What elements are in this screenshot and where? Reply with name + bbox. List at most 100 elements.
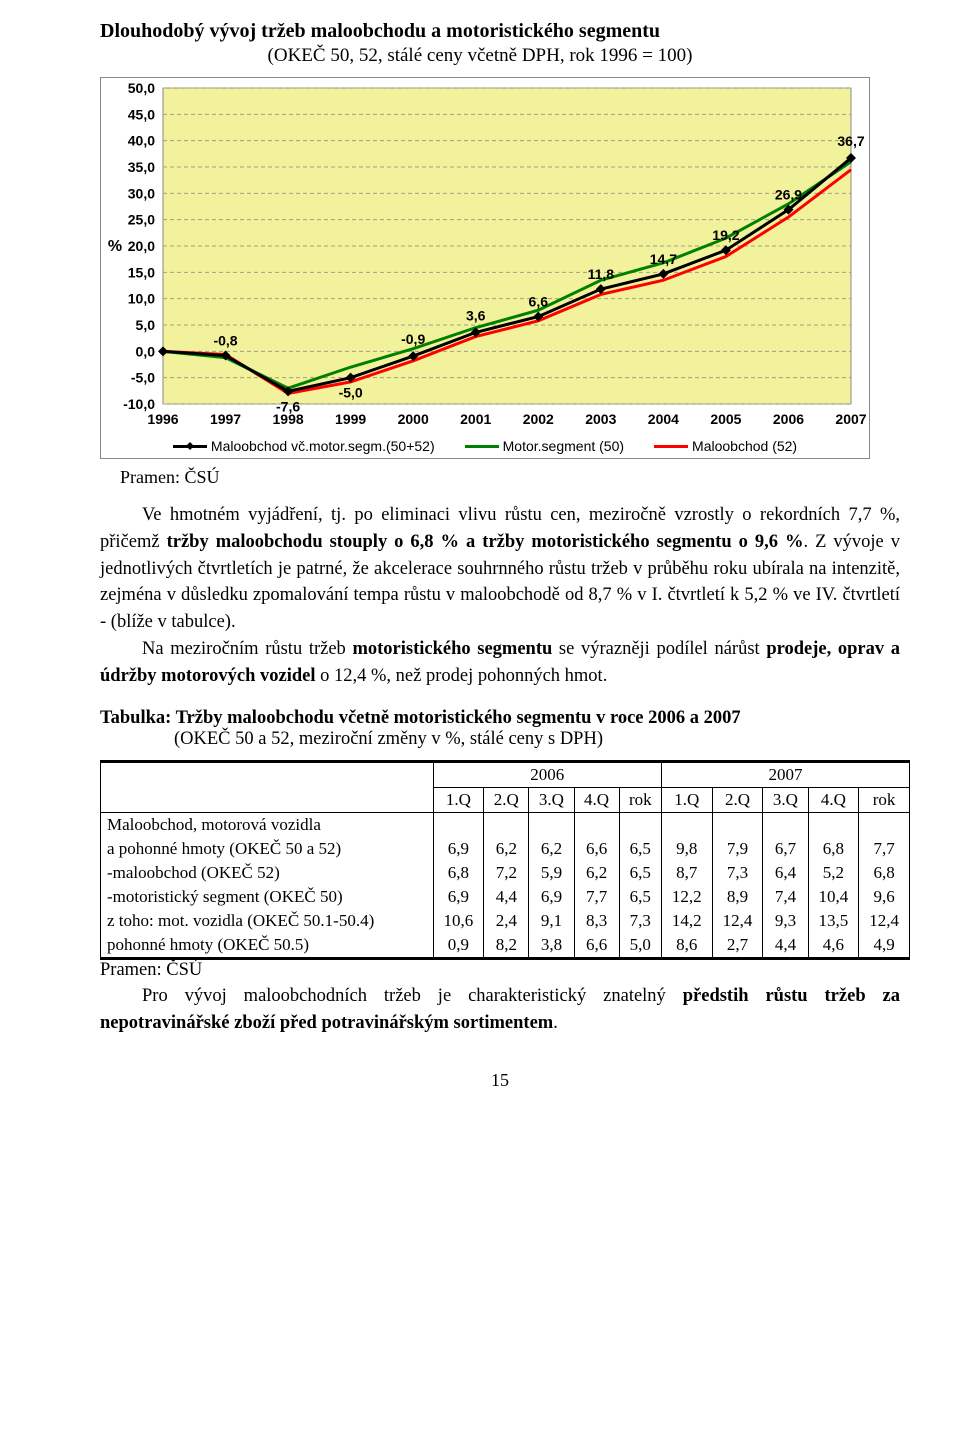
table-cell: 6,2 [574,861,619,885]
svg-text:30,0: 30,0 [128,185,155,201]
table-cell: 5,9 [529,861,574,885]
svg-text:0,0: 0,0 [136,343,156,359]
table-row-label: Maloobchod, motorová vozidla [101,812,434,837]
svg-text:2004: 2004 [648,411,679,427]
table-cell: 2,4 [484,909,529,933]
svg-text:45,0: 45,0 [128,106,155,122]
table-row-label: -motoristický segment (OKEČ 50) [101,885,434,909]
table-cell: 6,4 [763,861,808,885]
table-source: Pramen: ČSÚ [100,960,900,981]
legend-label: Maloobchod vč.motor.segm.(50+52) [211,438,435,454]
table-cell: 4,6 [808,933,859,959]
chart-title: Dlouhodobý vývoj tržeb maloobchodu a mot… [100,20,900,43]
table-cell: 10,6 [433,909,484,933]
svg-text:1997: 1997 [210,411,241,427]
table-cell: 7,2 [484,861,529,885]
table-column-header: 2.Q [712,787,763,812]
table-cell: 6,9 [529,885,574,909]
table-cell: 5,0 [619,933,661,959]
svg-text:35,0: 35,0 [128,159,155,175]
table-cell: 8,7 [661,861,712,885]
table-cell: 6,2 [484,837,529,861]
svg-text:2006: 2006 [773,411,804,427]
table-column-header: 3.Q [529,787,574,812]
table-column-header: 1.Q [433,787,484,812]
svg-text:20,0: 20,0 [128,238,155,254]
table-cell: 2,7 [712,933,763,959]
chart-legend: Maloobchod vč.motor.segm.(50+52) Motor.s… [101,438,869,454]
table-cell: 8,6 [661,933,712,959]
body-paragraph-2: Na meziročním růstu tržeb motoristického… [100,636,900,690]
svg-text:25,0: 25,0 [128,212,155,228]
table-cell: 9,6 [859,885,910,909]
svg-text:11,8: 11,8 [588,266,615,282]
table-row-label: a pohonné hmoty (OKEČ 50 a 52) [101,837,434,861]
table-column-header: 4.Q [808,787,859,812]
table-cell: 6,5 [619,861,661,885]
table-year-header: 2006 [433,761,661,787]
table-cell: 6,8 [433,861,484,885]
table-cell: 9,1 [529,909,574,933]
legend-item: Maloobchod (52) [654,438,797,454]
table-cell: 12,2 [661,885,712,909]
svg-text:-5,0: -5,0 [131,370,155,386]
svg-text:2002: 2002 [523,411,554,427]
body-paragraph-1: Ve hmotném vyjádření, tj. po eliminaci v… [100,502,900,636]
svg-text:3,6: 3,6 [466,307,486,323]
table-cell: 8,2 [484,933,529,959]
svg-text:6,6: 6,6 [529,294,549,310]
svg-text:14,7: 14,7 [650,251,677,267]
table-cell: 8,9 [712,885,763,909]
svg-text:2007: 2007 [835,411,866,427]
table-cell: 4,9 [859,933,910,959]
svg-text:1996: 1996 [147,411,178,427]
table-cell: 4,4 [484,885,529,909]
table-cell: 0,9 [433,933,484,959]
table-cell: 3,8 [529,933,574,959]
table-cell: 6,2 [529,837,574,861]
line-chart: 50,045,040,035,030,025,020,015,010,05,00… [100,77,870,459]
table-cell: 5,2 [808,861,859,885]
table-cell: 8,3 [574,909,619,933]
svg-text:-0,9: -0,9 [401,331,425,347]
table-cell: 6,8 [859,861,910,885]
svg-text:5,0: 5,0 [136,317,156,333]
svg-text:-0,8: -0,8 [213,333,237,349]
legend-item: Maloobchod vč.motor.segm.(50+52) [173,438,435,454]
chart-source: Pramen: ČSÚ [120,467,900,488]
svg-text:40,0: 40,0 [128,133,155,149]
table-column-header: 1.Q [661,787,712,812]
svg-text:%: % [108,238,122,255]
table-row-label: pohonné hmoty (OKEČ 50.5) [101,933,434,959]
svg-text:-5,0: -5,0 [339,385,363,401]
svg-text:50,0: 50,0 [128,80,155,96]
table-column-header: rok [619,787,661,812]
data-table: 2006 2007 1.Q2.Q3.Q4.Qrok1.Q2.Q3.Q4.Qrok… [100,760,910,960]
legend-label: Motor.segment (50) [503,438,624,454]
svg-text:19,2: 19,2 [712,227,739,243]
table-cell: 7,7 [574,885,619,909]
svg-text:1999: 1999 [335,411,366,427]
svg-text:36,7: 36,7 [837,133,864,149]
svg-text:15,0: 15,0 [128,264,155,280]
table-cell: 6,7 [763,837,808,861]
svg-text:2003: 2003 [585,411,616,427]
table-cell: 7,9 [712,837,763,861]
svg-text:2000: 2000 [398,411,429,427]
body-paragraph-3: Pro vývoj maloobchodních tržeb je charak… [100,983,900,1037]
table-cell: 4,4 [763,933,808,959]
table-cell: 12,4 [712,909,763,933]
table-title: Tabulka: Tržby maloobchodu včetně motori… [100,708,900,729]
table-cell: 6,9 [433,885,484,909]
table-cell: 9,3 [763,909,808,933]
table-subtitle: (OKEČ 50 a 52, meziroční změny v %, stál… [174,729,900,750]
table-cell: 7,3 [712,861,763,885]
table-cell: 6,9 [433,837,484,861]
table-column-header: 4.Q [574,787,619,812]
table-column-header: 2.Q [484,787,529,812]
chart-subtitle: (OKEČ 50, 52, stálé ceny včetně DPH, rok… [100,45,860,67]
table-cell: 7,4 [763,885,808,909]
table-cell: 9,8 [661,837,712,861]
svg-text:2005: 2005 [710,411,741,427]
legend-item: Motor.segment (50) [465,438,624,454]
